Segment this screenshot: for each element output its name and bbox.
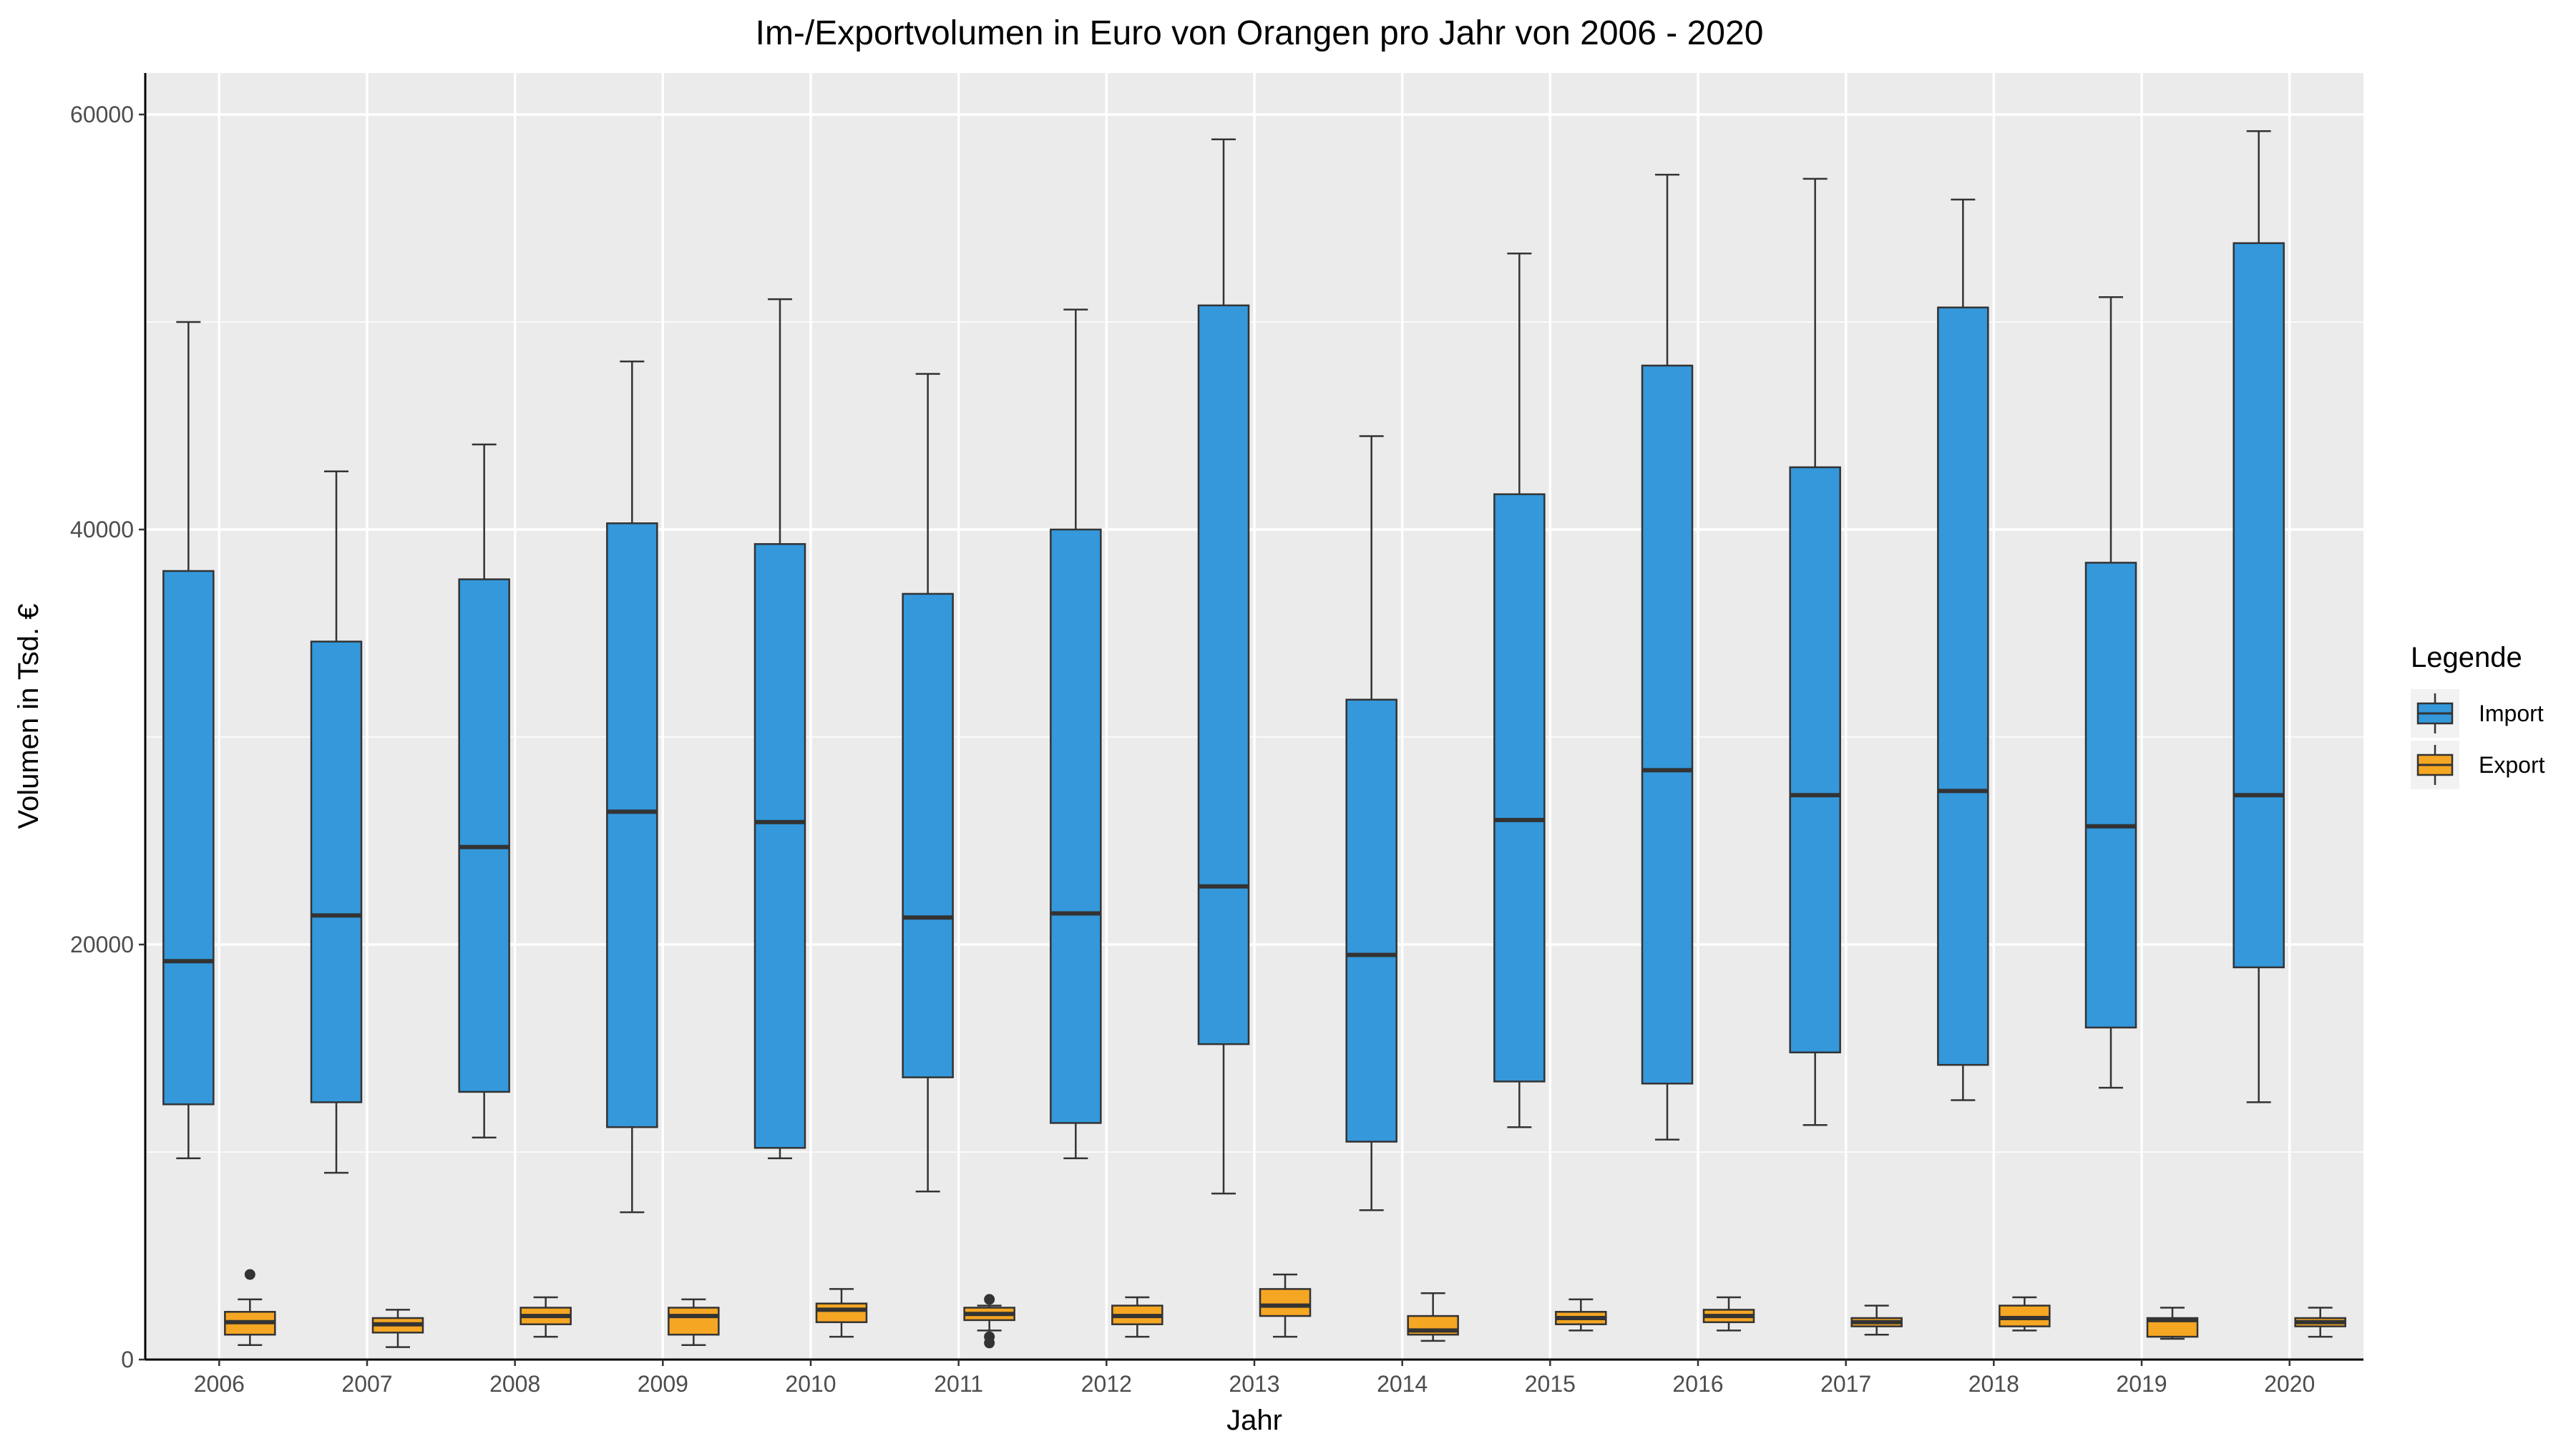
box-export-2009 <box>668 1298 720 1346</box>
box-export-2013 <box>1259 1273 1312 1338</box>
box-export-2020 <box>2294 1307 2346 1338</box>
box-export-2008 <box>519 1296 572 1338</box>
x-tick-label: 2016 <box>1672 1371 1723 1397</box>
box-import-2017 <box>1789 177 1841 1126</box>
chart-title: Im-/Exportvolumen in Euro von Orangen pr… <box>756 14 1764 52</box>
box-iqr <box>753 543 806 1149</box>
outlier-point <box>984 1331 995 1342</box>
box-export-2006 <box>224 1269 276 1346</box>
box-export-2015 <box>1555 1298 1607 1332</box>
box-import-2018 <box>1937 198 1989 1101</box>
box-iqr <box>1197 304 1250 1045</box>
box-import-2012 <box>1050 308 1102 1159</box>
legend-label-export: Export <box>2479 752 2545 778</box>
box-import-2008 <box>458 443 510 1138</box>
x-tick-label: 2009 <box>638 1371 688 1397</box>
box-export-2017 <box>1850 1304 1903 1336</box>
legend-title: Legende <box>2411 642 2522 673</box>
x-tick-label: 2019 <box>2116 1371 2167 1397</box>
y-tick-label: 40000 <box>70 517 134 542</box>
box-iqr <box>815 1302 868 1324</box>
box-iqr <box>1789 466 1841 1054</box>
box-export-2019 <box>2146 1307 2199 1340</box>
box-import-2011 <box>902 373 954 1193</box>
y-axis-title: Volumen in Tsd. € <box>13 603 44 829</box>
x-tick-label: 2020 <box>2264 1371 2315 1397</box>
y-tick-label: 60000 <box>70 102 134 127</box>
box-iqr <box>1641 364 1694 1085</box>
x-tick-label: 2013 <box>1229 1371 1279 1397</box>
outlier-point <box>984 1294 995 1305</box>
box-export-2016 <box>1702 1296 1755 1332</box>
y-axis-ticks: 0 20000 40000 60000 <box>70 102 145 1372</box>
box-iqr <box>1937 306 1989 1066</box>
box-import-2010 <box>753 298 806 1159</box>
box-import-2013 <box>1197 138 1250 1195</box>
box-import-2020 <box>2233 130 2285 1103</box>
box-import-2014 <box>1345 435 1397 1211</box>
box-iqr <box>1259 1288 1312 1317</box>
box-iqr <box>1345 698 1397 1143</box>
box-iqr <box>1493 493 1546 1083</box>
box-export-2011 <box>963 1294 1015 1349</box>
x-tick-label: 2015 <box>1525 1371 1576 1397</box>
box-import-2009 <box>606 360 658 1214</box>
box-import-2006 <box>162 321 215 1159</box>
x-tick-label: 2006 <box>194 1371 245 1397</box>
x-tick-label: 2007 <box>341 1371 392 1397</box>
box-iqr <box>162 570 215 1106</box>
y-tick-label: 20000 <box>70 932 134 957</box>
box-import-2016 <box>1641 173 1694 1141</box>
x-tick-label: 2017 <box>1820 1371 1871 1397</box>
x-axis-ticks: 2006 2007 2008 2009 2010 2011 2012 2013 2014 2015… <box>194 1360 2315 1397</box>
legend-label-import: Import <box>2479 701 2544 726</box>
x-tick-label: 2018 <box>1968 1371 2019 1397</box>
x-tick-label: 2010 <box>785 1371 836 1397</box>
box-import-2015 <box>1493 253 1546 1128</box>
box-layer <box>162 130 2346 1349</box>
box-import-2007 <box>310 470 363 1174</box>
box-iqr <box>458 578 510 1093</box>
box-export-2012 <box>1111 1296 1163 1338</box>
box-export-2007 <box>371 1309 424 1348</box>
box-export-2018 <box>1999 1296 2051 1332</box>
box-iqr <box>310 640 363 1103</box>
outlier-point <box>244 1269 255 1280</box>
box-iqr <box>668 1307 720 1336</box>
box-iqr <box>606 522 658 1128</box>
box-export-2010 <box>815 1288 868 1338</box>
legend: Legende Import Export <box>2411 642 2545 789</box>
box-iqr <box>2084 562 2137 1029</box>
box-import-2019 <box>2084 296 2137 1089</box>
box-iqr <box>1050 528 1102 1124</box>
box-export-2014 <box>1407 1292 1459 1342</box>
x-tick-label: 2014 <box>1377 1371 1428 1397</box>
x-axis-title: Jahr <box>1226 1405 1282 1436</box>
box-iqr <box>2233 242 2285 969</box>
grid-lines <box>145 73 2363 1361</box>
y-tick-label: 0 <box>121 1347 134 1372</box>
x-tick-label: 2008 <box>489 1371 540 1397</box>
box-iqr <box>902 592 954 1078</box>
x-tick-label: 2011 <box>934 1371 983 1397</box>
x-tick-label: 2012 <box>1081 1371 1132 1397</box>
